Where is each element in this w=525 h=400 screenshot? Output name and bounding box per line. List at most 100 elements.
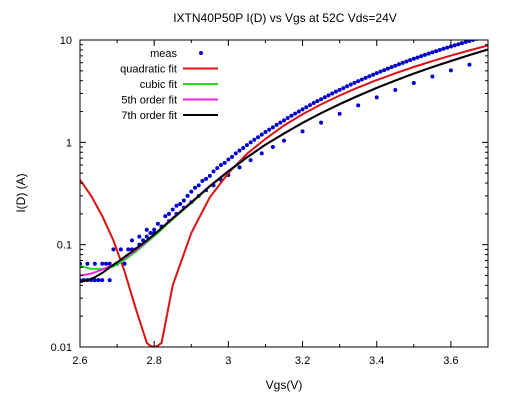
- meas-point: [178, 201, 183, 206]
- meas-point: [426, 51, 431, 56]
- meas-point: [100, 278, 105, 283]
- meas-point: [396, 62, 401, 67]
- meas-point: [434, 49, 439, 54]
- meas-point: [129, 238, 134, 243]
- meas-point: [282, 118, 286, 123]
- meas-point: [356, 79, 361, 84]
- meas-point: [467, 40, 472, 43]
- meas-point: [152, 227, 157, 232]
- x-tick-label: 2.6: [72, 355, 87, 367]
- meas-point: [307, 103, 312, 108]
- ticks-layer: 2.6 2.8 3 3.2 3.4 3.6 0.01 0.1 1 10: [51, 35, 488, 367]
- meas-point: [248, 158, 253, 163]
- meas-point: [400, 60, 405, 65]
- meas-point: [352, 80, 357, 85]
- meas-point: [263, 130, 268, 135]
- y-axis-label: I(D) (A): [14, 173, 28, 212]
- meas-point: [230, 154, 235, 159]
- x-tick-label: 3.4: [369, 355, 384, 367]
- meas-point: [244, 143, 249, 148]
- meas-point: [445, 45, 450, 50]
- meas-point: [148, 231, 153, 236]
- meas-point: [211, 169, 216, 174]
- meas-point: [300, 107, 305, 112]
- y-tick-label: 1: [66, 137, 72, 149]
- meas-point: [241, 146, 246, 151]
- meas-point: [341, 86, 346, 91]
- meas-point: [411, 56, 416, 61]
- meas-point: [378, 69, 383, 74]
- meas-point: [315, 99, 320, 104]
- x-tick-label: 3: [225, 355, 231, 367]
- meas-point: [363, 75, 368, 80]
- x-tick-label: 3.6: [443, 355, 458, 367]
- meas-point: [256, 135, 261, 140]
- meas-point: [337, 111, 342, 116]
- meas-point: [103, 261, 108, 266]
- meas-point: [270, 145, 275, 150]
- meas-point: [422, 52, 427, 57]
- meas-point: [322, 95, 327, 100]
- x-axis-label: Vgs(V): [266, 378, 303, 392]
- legend-label: 7th order fit: [121, 110, 177, 122]
- meas-point: [359, 77, 364, 82]
- meas-point: [226, 157, 231, 162]
- meas-point: [118, 247, 123, 252]
- meas-point: [92, 278, 97, 283]
- meas-point: [467, 62, 472, 67]
- meas-point: [100, 261, 105, 266]
- meas-point: [92, 261, 97, 266]
- meas-point: [356, 103, 361, 108]
- meas-point: [233, 151, 238, 156]
- meas-point: [456, 42, 461, 47]
- meas-point: [371, 72, 376, 77]
- meas-point: [237, 165, 242, 170]
- meas-point: [252, 137, 257, 142]
- meas-point: [259, 132, 264, 137]
- plot-frame: [79, 39, 489, 348]
- meas-point: [430, 50, 435, 55]
- meas-point: [107, 278, 112, 283]
- meas-point: [437, 47, 442, 52]
- meas-point: [181, 198, 186, 203]
- meas-point: [385, 66, 390, 71]
- meas-point: [374, 71, 379, 76]
- meas-point: [170, 207, 175, 212]
- meas-point: [218, 163, 223, 168]
- meas-point: [96, 278, 101, 283]
- meas-point: [337, 87, 342, 92]
- series-line-4: [80, 48, 488, 284]
- legend-label: quadratic fit: [120, 64, 177, 76]
- meas-point: [348, 82, 353, 87]
- meas-point: [215, 166, 220, 171]
- meas-point: [330, 91, 335, 96]
- meas-point: [452, 43, 457, 48]
- meas-point: [222, 160, 227, 165]
- meas-point: [185, 193, 190, 198]
- meas-point: [463, 40, 468, 44]
- meas-point: [293, 111, 298, 116]
- meas-point: [259, 151, 264, 156]
- meas-point: [167, 211, 172, 216]
- meas-point: [126, 247, 131, 252]
- meas-point: [122, 261, 127, 266]
- meas-point: [137, 234, 142, 239]
- chart-title: IXTN40P50P I(D) vs Vgs at 52C Vds=24V: [173, 11, 397, 25]
- meas-point: [274, 122, 279, 127]
- meas-point: [448, 68, 453, 73]
- meas-point: [367, 74, 372, 79]
- meas-point: [479, 36, 483, 40]
- x-tick-label: 3.2: [295, 355, 310, 367]
- meas-point: [111, 247, 116, 252]
- meas-point: [404, 59, 409, 64]
- meas-point: [285, 115, 290, 120]
- meas-point: [393, 63, 398, 68]
- y-tick-label: 10: [60, 35, 72, 47]
- legend-label: meas: [150, 48, 177, 60]
- meas-point: [144, 234, 149, 239]
- meas-point: [319, 120, 324, 125]
- series-line-1: [80, 44, 488, 347]
- meas-point: [204, 176, 209, 181]
- series-layer: [80, 36, 488, 347]
